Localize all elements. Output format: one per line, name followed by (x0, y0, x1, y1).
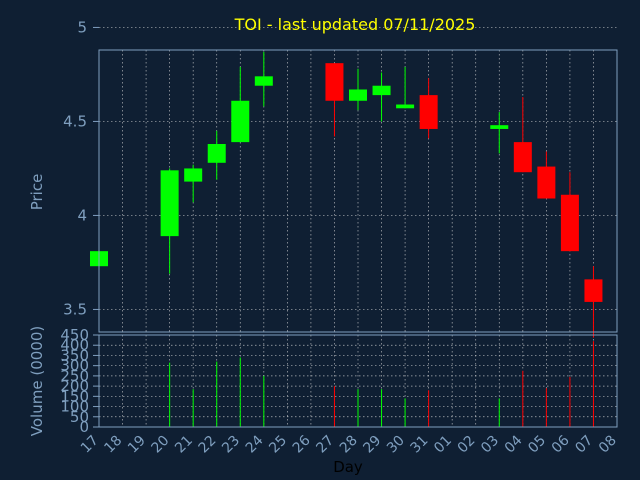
candle-body (560, 194, 579, 252)
x-tick-label: 29 (360, 433, 384, 457)
price-tick-label: 5 (77, 18, 87, 36)
volume-tick-label: 250 (60, 367, 89, 385)
price-tick-label: 4 (77, 206, 87, 224)
x-tick-label: 01 (431, 433, 455, 457)
volume-tick-label: 450 (60, 326, 89, 344)
x-tick-label: 02 (455, 433, 479, 457)
candle-body (160, 170, 179, 237)
volume-plot-frame (98, 334, 618, 428)
x-tick-label: 07 (572, 433, 596, 457)
candle-body (184, 168, 203, 182)
x-tick-label: 27 (313, 433, 337, 457)
price-tick-label: 3.5 (63, 300, 87, 318)
volume-tick-label: 0 (79, 418, 89, 436)
price-tick-label: 4.5 (63, 112, 87, 130)
candle-body (325, 63, 344, 101)
x-tick-label: 22 (196, 433, 220, 457)
volume-bars (169, 341, 594, 427)
x-tick-label: 19 (125, 433, 149, 457)
candle-body (207, 144, 226, 163)
price-candles (90, 51, 603, 338)
candle-body (537, 166, 556, 199)
volume-tick-label: 400 (60, 336, 89, 354)
volume-tick-label: 350 (60, 346, 89, 364)
x-tick-label: 03 (478, 433, 502, 457)
x-tick-label: 18 (101, 433, 125, 457)
volume-tick-label: 50 (70, 408, 89, 426)
price-plot-frame (98, 49, 618, 333)
candle-body (349, 89, 367, 101)
x-tick-label: 08 (596, 433, 620, 457)
x-tick-label: 20 (149, 433, 173, 457)
x-tick-label: 30 (384, 433, 408, 457)
x-ticks: 17 18 19 20 21 22 23 24 25 26 27 28 29 30 31 01 02 03 04 05… (78, 432, 620, 456)
x-tick-label: 06 (549, 432, 573, 456)
x-tick-label: 31 (408, 433, 432, 457)
volume-tick-label: 100 (60, 398, 89, 416)
x-tick-label: 26 (290, 432, 314, 456)
x-tick-label: 24 (243, 432, 267, 456)
x-tick-label: 23 (219, 433, 243, 457)
x-tick-label: 05 (525, 433, 549, 457)
candle-body (254, 76, 273, 86)
price-y-ticks: 3.5 4 4.5 5 (63, 18, 99, 318)
x-tick-label: 04 (502, 432, 526, 456)
chart-title: TOI - last updated 07/11/2025 (234, 15, 476, 34)
x-tick-label: 25 (266, 433, 290, 457)
price-axis-label: Price (28, 174, 46, 211)
candle-body (490, 125, 509, 129)
x-axis-label: Day (333, 458, 363, 476)
candle-body (372, 85, 391, 96)
candle-body (584, 279, 603, 302)
volume-axis-label: Volume (0000) (28, 326, 46, 436)
volume-tick-label: 200 (60, 377, 89, 395)
volume-tick-label: 150 (60, 387, 89, 405)
x-tick-label: 17 (78, 433, 102, 457)
x-tick-label: 21 (172, 433, 196, 457)
candle-body (513, 142, 532, 173)
volume-tick-label: 300 (60, 357, 89, 375)
candle-body (231, 100, 250, 143)
candle-body (396, 104, 415, 109)
x-tick-label: 28 (337, 433, 361, 457)
candle-body (419, 95, 438, 129)
